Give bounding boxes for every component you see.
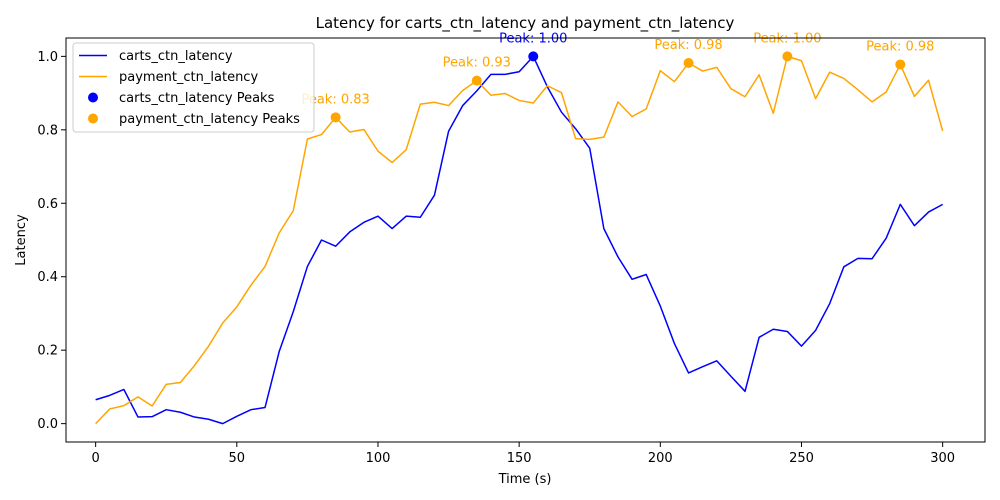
y-tick-label: 0.6 [37,197,58,212]
plot-frame [65,37,986,443]
legend-label: payment_ctn_latency [119,70,258,85]
legend: carts_ctn_latency payment_ctn_latencycart… [72,42,315,133]
payment_ctn_latency-peak-label: Peak: 0.83 [301,92,369,107]
payment_ctn_latency-peak-label: Peak: 0.98 [654,38,722,53]
carts_ctn_latency-peak-label: Peak: 1.00 [499,31,567,46]
plot-content: Peak: 1.00 Peak: 0.83 Peak: 0.93 Peak: 0.98… [95,31,944,425]
legend-marker-swatch [88,92,98,103]
legend-label: carts_ctn_latency [119,49,233,64]
carts_ctn_latency-peak-marker [528,51,539,62]
x-tick-label: 100 [366,451,391,466]
payment_ctn_latency-peak-label: Peak: 1.00 [753,31,821,46]
y-tick-label: 0.8 [37,123,58,138]
y-tick-label: 0.2 [37,344,58,359]
payment_ctn_latency-peak-label: Peak: 0.98 [866,39,934,54]
y-axis: 0.0 0.2 0.4 0.6 0.8 1.0 [37,50,66,432]
payment_ctn_latency-peak-marker [683,57,694,68]
x-tick-label: 300 [930,451,955,466]
chart-title: Latency for carts_ctn_latency and paymen… [316,14,735,33]
x-tick-label: 200 [648,451,673,466]
carts_ctn_latency-line [95,55,944,425]
y-tick-label: 1.0 [37,50,58,65]
x-tick-label: 150 [507,451,532,466]
x-tick-label: 0 [92,451,100,466]
payment_ctn_latency-peak-label: Peak: 0.93 [443,56,511,71]
y-tick-label: 0.4 [37,270,58,285]
payment_ctn_latency-peak-marker [330,112,341,123]
x-tick-label: 250 [789,451,814,466]
y-axis-label: Latency [14,214,29,266]
x-axis-label: Time (s) [498,472,552,487]
y-tick-label: 0.0 [37,417,58,432]
x-axis: 0 50 100 150 200 250 300 [92,442,955,466]
payment_ctn_latency-peak-marker [471,75,482,86]
legend-box [72,42,315,133]
legend-marker-swatch [88,113,98,124]
legend-label: payment_ctn_latency Peaks [119,112,300,127]
x-tick-label: 50 [229,451,246,466]
payment_ctn_latency-peak-marker [782,51,793,62]
payment_ctn_latency-line [95,55,944,425]
legend-label: carts_ctn_latency Peaks [119,91,275,106]
payment_ctn_latency-peak-marker [895,59,906,70]
